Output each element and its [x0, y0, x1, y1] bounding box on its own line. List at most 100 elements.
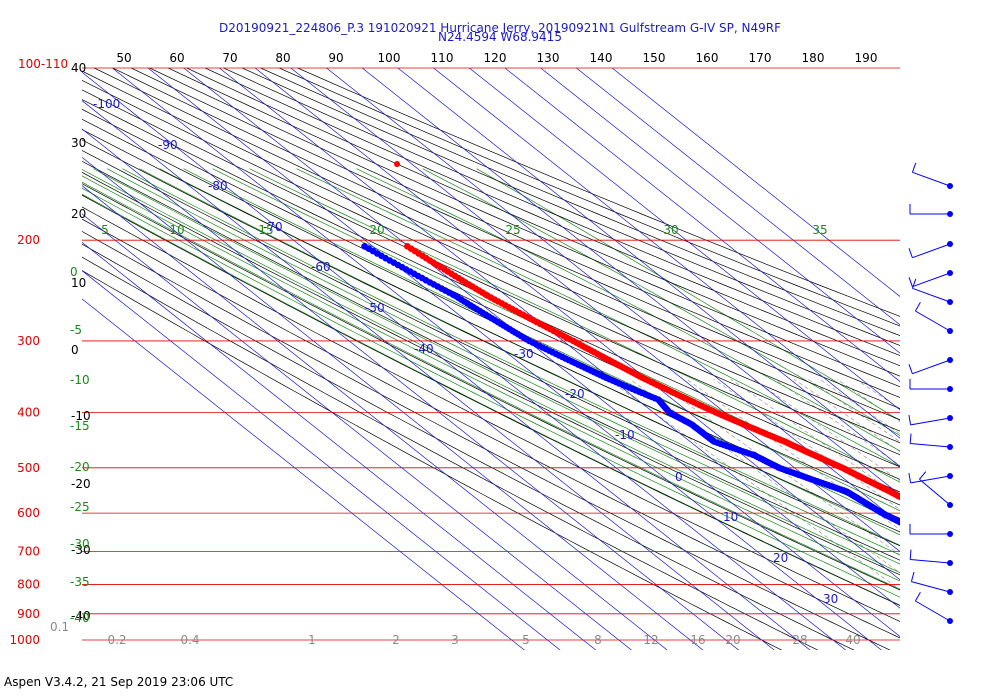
- dewpoint-point: [917, 529, 924, 536]
- dry-adiabat-line: [82, 183, 900, 591]
- moist-label-left: -10: [70, 373, 90, 387]
- temperature-point: [959, 526, 966, 533]
- moist-label-left: -25: [70, 500, 90, 514]
- dewpoint-point: [990, 562, 997, 569]
- dry-adiabat-line: [82, 231, 891, 650]
- wind-barb-flag: [908, 415, 912, 425]
- dewpoint-point: [918, 530, 925, 537]
- dewpoint-point: [928, 536, 935, 543]
- dewpoint-point: [945, 547, 952, 554]
- mixing-ratio-line: [607, 378, 900, 591]
- temperature-point: [954, 524, 961, 531]
- dewpoint-point: [977, 558, 984, 565]
- top-scale-label: 50: [116, 51, 131, 65]
- pressure-label: 600: [17, 506, 40, 520]
- moist-label-left: -20: [70, 460, 90, 474]
- top-scale-label: 150: [643, 51, 666, 65]
- mixing-ratio-line: [713, 378, 900, 510]
- temperature-point: [950, 521, 957, 528]
- isotherm-line: [611, 68, 900, 297]
- temperature-point: [948, 520, 955, 527]
- pressure-label: 400: [17, 405, 40, 419]
- dewpoint-point: [982, 559, 989, 566]
- temperature-point: [967, 530, 974, 537]
- wind-barb-shaft: [912, 243, 951, 259]
- wind-barb-shaft: [912, 272, 951, 288]
- temperature-point: [900, 495, 907, 502]
- isotherm-line: [540, 68, 900, 354]
- isotherm-line: [82, 185, 668, 650]
- adiabat-label: -60: [311, 260, 331, 274]
- top-scale-label: 170: [749, 51, 772, 65]
- adiabat-label: 0: [675, 470, 683, 484]
- pressure-label: 700: [17, 544, 40, 558]
- wind-barb-shaft: [910, 559, 951, 564]
- temperature-point: [915, 503, 922, 510]
- wind-barb-shaft: [915, 600, 951, 622]
- wind-barb-shaft: [911, 581, 951, 593]
- temperature-point: [945, 519, 952, 526]
- dewpoint-point: [964, 554, 971, 561]
- temperature-point: [957, 525, 964, 532]
- dry-adiabat-line: [222, 68, 900, 356]
- mixing-ratio-label: 16: [690, 633, 705, 647]
- isotherm-line: [325, 68, 900, 524]
- isotherm-line: [254, 68, 900, 581]
- adiabat-label: -70: [263, 220, 283, 234]
- temperature-point: [965, 529, 972, 536]
- isotherm-line: [183, 68, 900, 637]
- temperature-point: [979, 536, 986, 543]
- temperature-point: [988, 540, 995, 547]
- dewpoint-point: [994, 563, 1000, 570]
- top-scale-label: 100: [378, 51, 401, 65]
- mixing-ratio-label: 40: [845, 633, 860, 647]
- top-scale-label: 90: [328, 51, 343, 65]
- dewpoint-point: [960, 552, 967, 559]
- adiabat-label: -30: [514, 347, 534, 361]
- left-temp-label: 30: [71, 136, 86, 150]
- moist-adiabat-line: [122, 168, 900, 546]
- dewpoint-point: [936, 541, 943, 548]
- dewpoint-point: [956, 551, 963, 558]
- temperature-point: [940, 516, 947, 523]
- wind-barb-flag: [911, 162, 917, 173]
- temperature-point: [973, 533, 980, 540]
- temperature-point: [936, 514, 943, 521]
- dewpoint-point: [899, 522, 900, 525]
- wind-barb-flag: [914, 592, 921, 602]
- dewpoint-point: [935, 540, 942, 547]
- dewpoint-point: [901, 521, 908, 528]
- dewpoint-point: [912, 527, 919, 534]
- dewpoint-point: [906, 524, 913, 531]
- moist-label-top: 10: [169, 223, 184, 237]
- isotherm-line: [397, 68, 900, 467]
- top-scale-label: 70: [222, 51, 237, 65]
- moist-adiabat-line: [212, 168, 900, 498]
- dewpoint-point: [932, 539, 939, 546]
- moist-adiabat-line: [296, 168, 900, 468]
- dewpoint-point: [996, 564, 1000, 571]
- isotherm-line: [290, 68, 900, 552]
- dewpoint-point: [979, 559, 986, 566]
- moist-adiabat-line: [93, 168, 900, 565]
- dewpoint-point: [962, 553, 969, 560]
- moist-label-top: 35: [812, 223, 827, 237]
- pressure-label: 900: [17, 607, 40, 621]
- dewpoint-point: [986, 561, 993, 568]
- dry-adiabat-line: [204, 68, 900, 367]
- temperature-point: [985, 539, 992, 546]
- dewpoint-point: [971, 556, 978, 563]
- temperature-point: [993, 543, 1000, 550]
- dry-adiabat-line: [82, 256, 819, 650]
- mixing-ratio-label: 0.2: [107, 633, 126, 647]
- moist-adiabat-line: [249, 168, 900, 483]
- chart-subtitle: N24.4594 W68.9415: [438, 30, 562, 44]
- wind-barb-shaft: [915, 310, 951, 332]
- adiabat-label: -100: [93, 97, 120, 111]
- dry-adiabat-line: [111, 68, 900, 421]
- isotherm-line: [218, 68, 900, 609]
- temperature-point: [929, 511, 936, 518]
- wind-barb-shaft: [919, 478, 951, 506]
- left-temp-label: 20: [71, 207, 86, 221]
- wind-barb-shaft: [910, 443, 951, 448]
